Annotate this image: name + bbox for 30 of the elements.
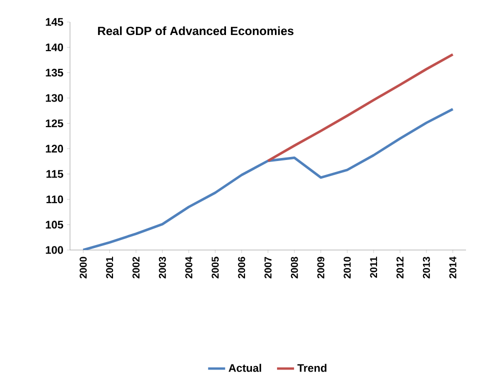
x-tick-label: 2009 [317, 256, 324, 278]
x-tick-label: 2013 [422, 256, 430, 278]
x-tick-label: 2006 [238, 256, 246, 278]
x-tick-label: 2010 [344, 256, 351, 278]
y-tick-label: 135 [46, 68, 64, 77]
y-tick-label: 115 [46, 170, 64, 178]
x-tick-label: 2002 [132, 256, 140, 278]
y-tick-label: 125 [46, 119, 64, 128]
y-tick-label: 105 [46, 220, 64, 229]
line-series [266, 53, 454, 162]
chart-title: Real GDP of Advanced Economies [98, 26, 294, 36]
x-tick-label: 2003 [158, 256, 166, 278]
y-tick-label: 145 [46, 18, 64, 26]
x-tick-label: 2004 [185, 256, 192, 278]
line-series [82, 108, 454, 250]
x-tick-label: 2008 [290, 256, 298, 278]
x-tick-label: 2005 [212, 256, 219, 278]
legend-label: Actual [228, 364, 262, 372]
y-tick-label: 130 [46, 94, 64, 102]
x-tick-label: 2011 [370, 256, 378, 278]
x-tick-label: 2001 [106, 256, 114, 278]
y-tick-label: 110 [46, 195, 64, 204]
x-tick-label: 2012 [396, 256, 404, 278]
x-tick-label: 2014 [449, 256, 456, 278]
y-tick-label: 100 [46, 246, 64, 254]
y-tick-label: 120 [46, 144, 64, 153]
x-tick-label: 2000 [80, 256, 87, 278]
legend-label: Trend [297, 364, 326, 372]
y-tick-label: 140 [46, 43, 64, 52]
x-tick-label: 2007 [264, 256, 272, 278]
